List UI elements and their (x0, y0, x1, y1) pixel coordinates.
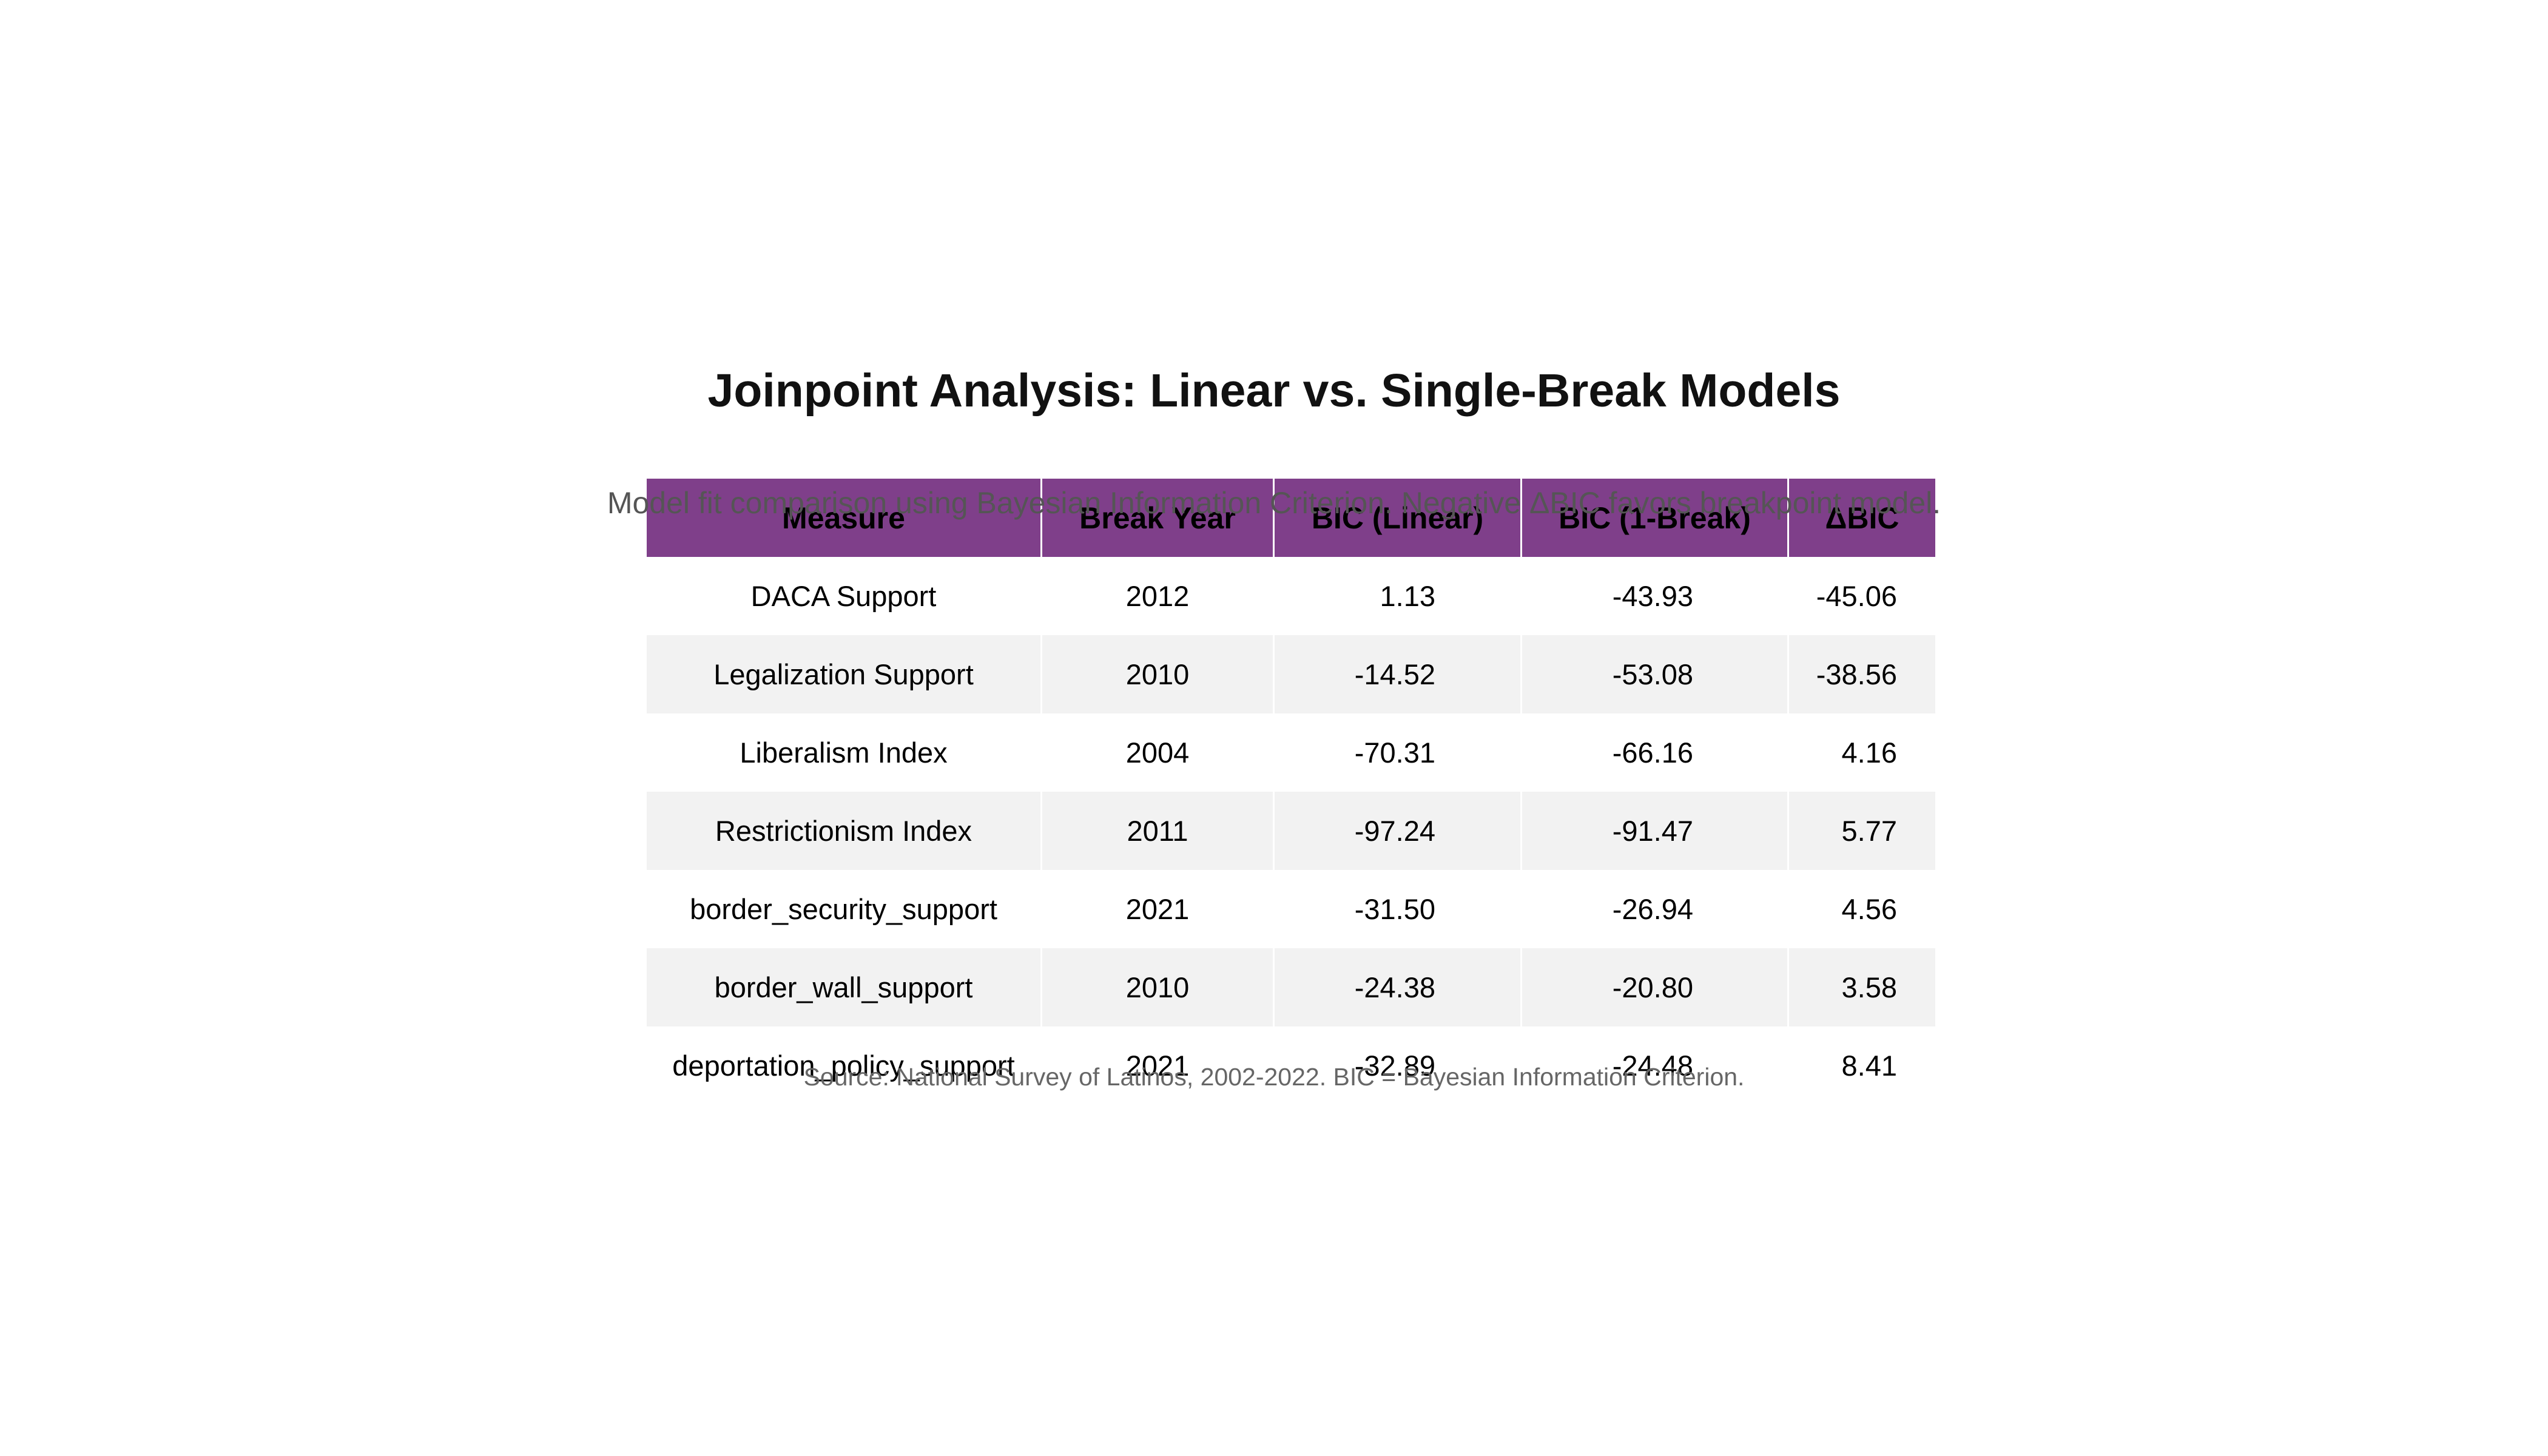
header-break-year: Break Year (1040, 479, 1275, 557)
source-note: Source: National Survey of Latinos, 2002… (803, 1063, 1745, 1091)
cell-break-year: 2011 (1040, 792, 1275, 870)
cell-bic-1-break: -43.93 (1520, 557, 1789, 635)
cell-measure: DACA Support (645, 557, 1042, 635)
header-delta-bic: ΔBIC (1787, 479, 1937, 557)
header-bic-linear: BIC (Linear) (1273, 479, 1522, 557)
cell-measure: border_security_support (645, 870, 1042, 948)
table-row: Legalization Support 2010 -14.52 -53.08 … (645, 635, 1937, 713)
cell-delta-bic: -45.06 (1787, 557, 1937, 635)
cell-break-year: 2010 (1040, 635, 1275, 713)
cell-break-year: 2004 (1040, 713, 1275, 792)
cell-measure: Legalization Support (645, 635, 1042, 713)
table-row: border_security_support 2021 -31.50 -26.… (645, 870, 1937, 948)
cell-delta-bic: 3.58 (1787, 948, 1937, 1026)
cell-break-year: 2021 (1040, 870, 1275, 948)
cell-measure: deportation_policy_support (645, 1026, 1042, 1105)
cell-bic-1-break: -66.16 (1520, 713, 1789, 792)
cell-bic-1-break: -91.47 (1520, 792, 1789, 870)
cell-measure: Liberalism Index (645, 713, 1042, 792)
table-row: deportation_policy_support 2021 -32.89 -… (645, 1026, 1937, 1105)
cell-bic-1-break: -26.94 (1520, 870, 1789, 948)
cell-bic-1-break: -53.08 (1520, 635, 1789, 713)
table-row: Restrictionism Index 2011 -97.24 -91.47 … (645, 792, 1937, 870)
cell-break-year: 2021 (1040, 1026, 1275, 1105)
cell-delta-bic: 4.56 (1787, 870, 1937, 948)
cell-bic-linear: -70.31 (1273, 713, 1522, 792)
cell-delta-bic: 4.16 (1787, 713, 1937, 792)
table-row: DACA Support 2012 1.13 -43.93 -45.06 (645, 557, 1937, 635)
cell-bic-linear: -24.38 (1273, 948, 1522, 1026)
table-row: border_wall_support 2010 -24.38 -20.80 3… (645, 948, 1937, 1026)
header-bic-1-break: BIC (1-Break) (1520, 479, 1789, 557)
cell-bic-linear: -32.89 (1273, 1026, 1522, 1105)
cell-break-year: 2010 (1040, 948, 1275, 1026)
cell-bic-linear: 1.13 (1273, 557, 1522, 635)
cell-bic-1-break: -20.80 (1520, 948, 1789, 1026)
table-title: Joinpoint Analysis: Linear vs. Single-Br… (707, 365, 1841, 417)
joinpoint-table: Measure Break Year BIC (Linear) BIC (1-B… (645, 479, 1937, 1105)
cell-delta-bic: 8.41 (1787, 1026, 1937, 1105)
table-row: Liberalism Index 2004 -70.31 -66.16 4.16 (645, 713, 1937, 792)
cell-bic-linear: -97.24 (1273, 792, 1522, 870)
header-row: Measure Break Year BIC (Linear) BIC (1-B… (645, 479, 1937, 557)
cell-bic-linear: -14.52 (1273, 635, 1522, 713)
cell-measure: border_wall_support (645, 948, 1042, 1026)
header-measure: Measure (645, 479, 1042, 557)
cell-break-year: 2012 (1040, 557, 1275, 635)
cell-delta-bic: -38.56 (1787, 635, 1937, 713)
cell-bic-1-break: -24.48 (1520, 1026, 1789, 1105)
cell-bic-linear: -31.50 (1273, 870, 1522, 948)
cell-measure: Restrictionism Index (645, 792, 1042, 870)
table-subtitle: Model fit comparison using Bayesian Info… (607, 486, 1941, 520)
cell-delta-bic: 5.77 (1787, 792, 1937, 870)
